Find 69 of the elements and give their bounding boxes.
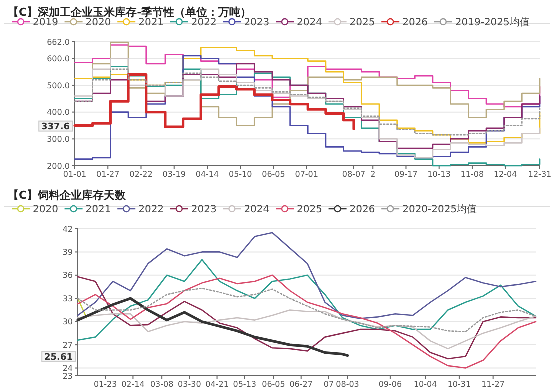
y-tick-label: 600.0 <box>47 54 70 64</box>
x-tick-label: 12-31 <box>528 170 552 179</box>
y-tick-label: 200.0 <box>47 162 70 171</box>
y-tick-label: 42 <box>62 224 73 234</box>
x-tick-label: 03-19 <box>162 170 186 179</box>
line-series <box>77 288 537 333</box>
x-tick-label: 08-03 <box>336 380 360 389</box>
y-tick-label: 500.0 <box>47 81 70 90</box>
legend-label: 2020 <box>33 204 58 216</box>
legend-label: 2023 <box>244 18 270 28</box>
legend-label: 2025 <box>350 18 376 28</box>
y-tick-label: 30 <box>62 318 73 327</box>
line-series <box>77 310 537 350</box>
x-tick-label: 12-04 <box>494 170 518 179</box>
text: 25.61 <box>44 353 73 364</box>
y-tick-label: 300.0 <box>47 134 70 144</box>
x-tick-label: 06-05 <box>262 170 286 179</box>
legend-label: 2022 <box>138 204 164 216</box>
legend-label: 2024 <box>297 18 322 28</box>
y-tick-label: 36 <box>62 271 73 280</box>
legend-label: 2021 <box>86 204 112 216</box>
line-series <box>77 232 537 320</box>
line-series <box>76 297 350 358</box>
legend-label: 2021 <box>138 18 164 28</box>
x-tick-label: 11-27 <box>482 380 505 389</box>
y-tick-label: 39 <box>62 248 73 258</box>
x-tick-label: 09-17 <box>394 170 418 179</box>
y-tick-label: 23 <box>62 372 73 381</box>
x-tick-label: 04-21 <box>206 380 229 389</box>
y-tick-label: 24 <box>62 364 73 374</box>
x-tick-label: 06-05 <box>262 380 286 389</box>
x-tick-label: 10-04 <box>414 380 438 389</box>
x-tick-label: 03-08 <box>150 380 174 389</box>
legend-label: 2026 <box>402 18 428 28</box>
legend-label: 2023 <box>191 204 217 216</box>
legend-label: 2020 <box>86 18 112 28</box>
x-tick-label: 10-31 <box>448 380 472 389</box>
x-tick-label: 07 <box>324 380 334 389</box>
y-tick-label: 27 <box>62 340 73 350</box>
x-tick-label: 04-14 <box>196 170 220 179</box>
y-tick-label: 400.0 <box>47 108 70 118</box>
legend-label: 2019-2025均值 <box>455 16 530 28</box>
line-series <box>77 259 537 342</box>
x-tick-label: 2 <box>370 170 376 179</box>
x-tick-label: 10-13 <box>428 170 451 179</box>
y-tick-label: 662.0 <box>47 38 70 47</box>
legend-label: 2020-2025均值 <box>402 204 478 216</box>
y-tick-label: 33 <box>62 294 73 304</box>
x-tick-label: 11-08 <box>460 170 484 179</box>
x-tick-label: 05-13 <box>233 380 257 389</box>
legend-label: 2024 <box>244 204 270 216</box>
x-tick-label: 09-06 <box>378 380 402 389</box>
chart-title: 【C】深加工企业玉米库存-季节性（单位：万吨） <box>8 6 252 19</box>
x-tick-label: 05-10 <box>228 170 252 179</box>
legend-label: 2019 <box>33 18 58 28</box>
legend-label: 2026 <box>350 204 376 216</box>
x-tick-label: 01-23 <box>94 380 118 389</box>
x-tick-label: 08-07 <box>342 170 366 179</box>
legend-label: 2025 <box>297 204 322 216</box>
legend-label: 2022 <box>191 18 217 28</box>
x-tick-label: 03-30 <box>178 380 202 389</box>
x-tick-label: 01-01 <box>63 170 87 179</box>
x-tick-label: 01-27 <box>96 170 120 179</box>
x-tick-label: 07-01 <box>295 170 318 179</box>
text: 337.6 <box>42 122 70 132</box>
x-tick-label: 02-14 <box>122 380 145 389</box>
x-tick-label: 02-22 <box>130 170 153 179</box>
chart-title: 【C】饲料企业库存天数 <box>8 189 128 202</box>
x-tick-label: 06-27 <box>290 380 313 389</box>
